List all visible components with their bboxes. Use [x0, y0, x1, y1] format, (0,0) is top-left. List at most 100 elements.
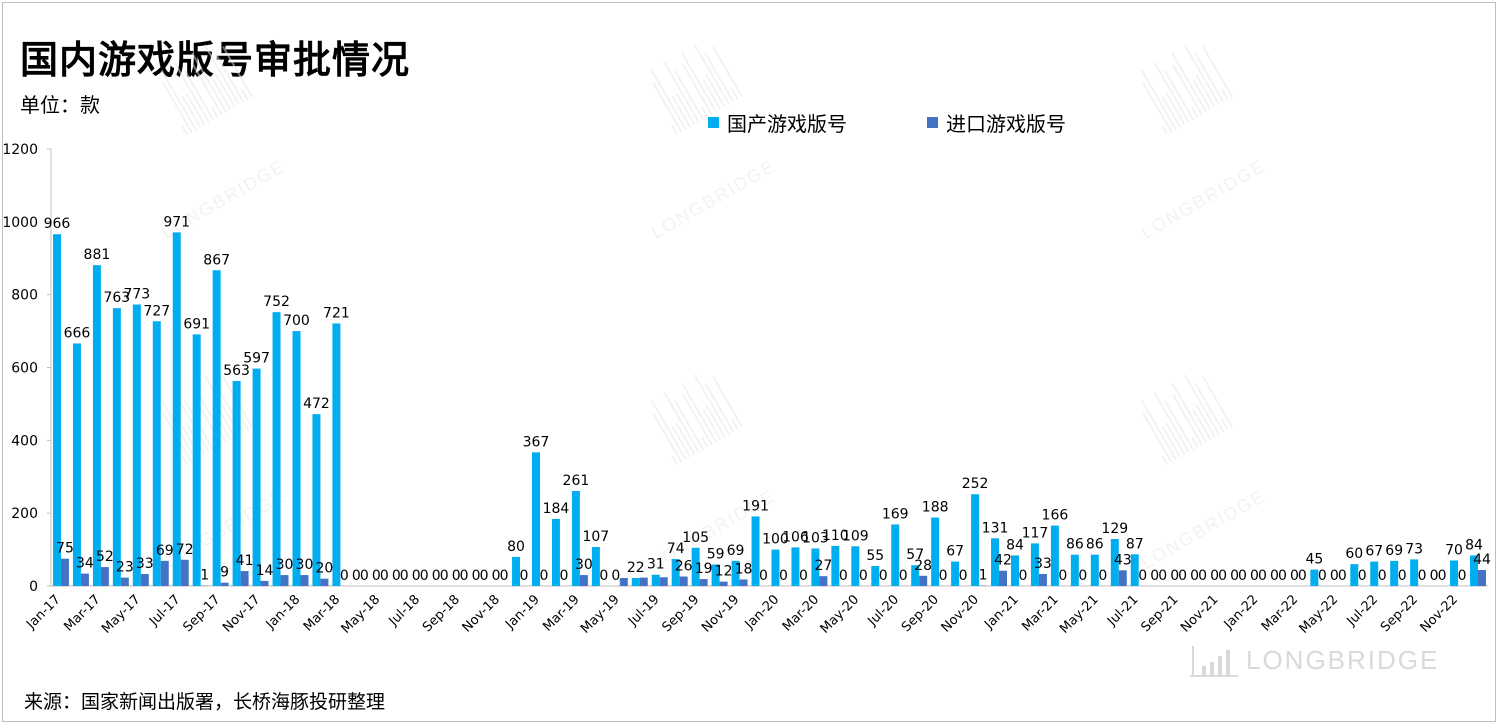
watermark-bar: [1140, 69, 1177, 131]
watermark-bar: [215, 74, 236, 108]
watermark-bar: [701, 107, 709, 118]
watermark-bars-0: [160, 44, 254, 136]
x-tick-label: Sep-17: [181, 592, 224, 635]
data-label-domestic: 67: [946, 544, 964, 560]
x-tick-label: Sep-19: [660, 592, 703, 635]
data-label-domestic: 67: [1365, 544, 1383, 560]
legend-item-imported: 进口游戏版号: [927, 108, 1066, 137]
data-label-imported: 0: [839, 568, 848, 584]
data-label-imported: 34: [76, 556, 94, 572]
data-label-imported: 0: [1158, 568, 1167, 584]
watermark-bar: [1165, 422, 1186, 456]
data-label-domestic: 74: [667, 541, 685, 557]
data-label-imported: 0: [799, 568, 808, 584]
watermark-bar: [1172, 394, 1203, 446]
watermark-bar: [671, 95, 692, 128]
data-label-imported: 44: [1473, 552, 1491, 568]
data-label-domestic: 0: [611, 568, 620, 584]
data-label-domestic: 367: [523, 434, 550, 450]
x-tick-label: Jul-17: [146, 592, 183, 629]
watermark-bar: [704, 53, 735, 103]
watermark-bar: [730, 418, 739, 431]
data-label-imported: 0: [859, 568, 868, 584]
watermark-bar: [1140, 399, 1177, 461]
data-label-imported: 0: [1218, 568, 1227, 584]
data-label-domestic: 252: [962, 476, 989, 492]
watermark-bar: [212, 79, 232, 111]
data-label-domestic: 69: [1385, 543, 1403, 559]
data-label-imported: 0: [1178, 568, 1187, 584]
watermark-bar: [1202, 376, 1234, 428]
data-label-domestic: 86: [1066, 537, 1084, 553]
data-label-imported: 43: [1114, 552, 1132, 568]
bar-domestic: [132, 304, 141, 586]
watermark-bar: [663, 62, 700, 123]
bar-imported: [639, 577, 648, 586]
data-label-domestic: 0: [1150, 568, 1159, 584]
bar-domestic: [951, 561, 960, 586]
watermark-bar: [1191, 437, 1199, 448]
data-label-domestic: 105: [682, 530, 709, 546]
bar-imported: [919, 575, 928, 586]
watermark-bar: [702, 409, 722, 441]
watermark-bar: [650, 69, 687, 131]
bar-domestic: [72, 343, 81, 586]
watermark-bar: [1195, 404, 1216, 438]
data-label-imported: 0: [759, 568, 768, 584]
bar-domestic: [332, 323, 341, 586]
bar-domestic: [691, 547, 700, 586]
watermark-bar: [162, 82, 193, 133]
watermark-1: LONGBRIDGE: [648, 44, 779, 243]
data-label-imported: 0: [1138, 568, 1147, 584]
data-label-imported: 19: [695, 561, 713, 577]
data-label-domestic: 100: [762, 532, 789, 548]
data-label-domestic: 70: [1445, 543, 1463, 559]
bar-imported: [180, 559, 189, 586]
data-label-imported: 0: [440, 568, 449, 584]
bar-domestic: [731, 560, 740, 586]
y-tick-label: 800: [11, 288, 38, 304]
data-label-imported: 0: [1378, 568, 1387, 584]
bar-logo-icon: [1190, 646, 1238, 677]
bar-domestic: [1030, 543, 1039, 586]
x-tick-label: Sep-18: [420, 592, 463, 635]
watermark-bar: [203, 44, 241, 106]
bar-domestic: [911, 565, 920, 586]
data-label-domestic: 881: [84, 247, 111, 263]
data-label-domestic: 31: [647, 557, 665, 573]
data-label-imported: 0: [1398, 568, 1407, 584]
x-tick-label: Jan-22: [1221, 592, 1262, 633]
data-label-domestic: 700: [283, 313, 310, 329]
data-label-domestic: 0: [1330, 568, 1339, 584]
data-label-domestic: 261: [563, 473, 590, 489]
x-tick-label: Nov-22: [1418, 592, 1461, 635]
bar-domestic: [1470, 555, 1479, 586]
data-label-imported: 28: [914, 558, 932, 574]
bar-imported: [320, 578, 329, 586]
longbridge-watermark: LONGBRIDGE: [1190, 642, 1439, 678]
x-tick-label: Nov-21: [1178, 592, 1221, 635]
x-tick-label: Jan-17: [23, 592, 64, 633]
data-label-imported: 0: [939, 568, 948, 584]
data-label-imported: 0: [400, 568, 409, 584]
watermark-bars-1: [650, 44, 744, 136]
data-label-imported: 0: [380, 568, 389, 584]
watermark-bar: [1161, 125, 1169, 136]
watermark-bar: [214, 53, 245, 103]
bar-domestic: [751, 516, 760, 586]
bar-imported: [220, 582, 229, 586]
data-label-imported: 0: [360, 568, 369, 584]
watermark-bar: [712, 46, 744, 98]
data-label-imported: 30: [575, 557, 593, 573]
watermark-bar: [181, 125, 189, 136]
watermark-bar: [1220, 418, 1229, 431]
data-label-domestic: 752: [263, 294, 290, 310]
watermark-bar: [1142, 412, 1173, 463]
bar-domestic: [92, 265, 101, 586]
data-label-imported: 0: [899, 568, 908, 584]
bar-imported: [999, 570, 1007, 586]
bar-domestic: [252, 368, 261, 586]
watermark-bar: [675, 422, 696, 456]
x-tick-label: Nov-17: [220, 592, 263, 635]
watermark-bar: [681, 382, 718, 443]
